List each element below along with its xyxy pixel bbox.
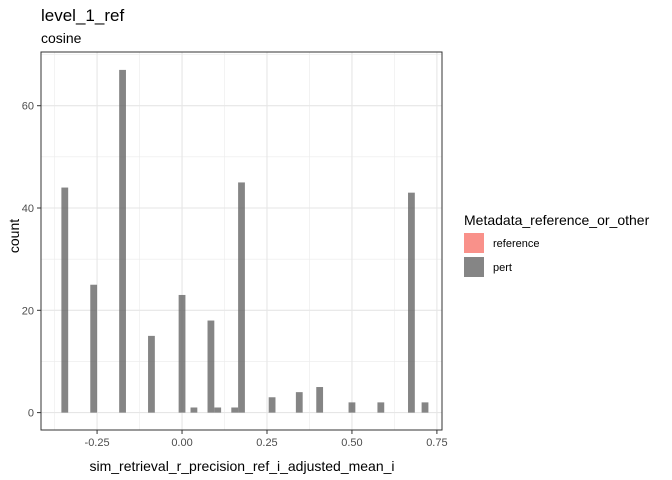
chart-title: level_1_ref [41, 6, 124, 25]
x-tick-label: -0.25 [85, 437, 110, 449]
legend-key-reference [464, 233, 484, 253]
histogram-bar-pert [316, 387, 324, 413]
histogram-bars [61, 69, 429, 413]
y-tick-label: 20 [22, 305, 34, 317]
x-tick-label: 0.75 [426, 437, 447, 449]
histogram-bar-pert [61, 187, 69, 413]
histogram-bar-pert [231, 407, 239, 413]
x-axis: -0.25 0.00 0.25 0.50 0.75 [85, 430, 448, 449]
y-tick-label: 0 [28, 408, 34, 420]
histogram-bar-pert [119, 69, 126, 413]
y-axis: 0 20 40 60 [22, 101, 41, 420]
plot-panel [40, 51, 443, 431]
panel-border [40, 51, 443, 431]
y-tick-label: 40 [22, 203, 34, 215]
histogram-bar-pert [377, 402, 385, 413]
legend-label-reference: reference [493, 238, 539, 250]
histogram-bar-pert [178, 294, 186, 413]
histogram-bar-pert [268, 397, 276, 413]
legend: Metadata_reference_or_other reference pe… [464, 212, 650, 277]
y-tick-label: 60 [22, 101, 34, 113]
legend-label-pert: pert [493, 262, 512, 274]
histogram-bar-pert [148, 335, 155, 413]
histogram-bar-pert [348, 402, 356, 413]
y-axis-title: count [6, 219, 22, 253]
chart-subtitle: cosine [41, 30, 82, 46]
histogram-bar-pert [408, 192, 415, 413]
x-tick-label: 0.50 [341, 437, 362, 449]
histogram-bar-pert [295, 392, 303, 413]
histogram-bar-pert [90, 284, 98, 413]
x-tick-label: 0.25 [256, 437, 277, 449]
legend-key-pert [464, 257, 484, 277]
x-tick-label: 0.00 [171, 437, 192, 449]
histogram-bar-pert [238, 182, 245, 413]
histogram-bar-pert [421, 402, 429, 413]
histogram-bar-pert [214, 407, 222, 413]
x-axis-title: sim_retrieval_r_precision_ref_i_adjusted… [89, 458, 394, 474]
histogram-bar-pert [207, 320, 215, 413]
histogram-bar-pert [190, 407, 198, 413]
legend-title: Metadata_reference_or_other [464, 212, 650, 228]
